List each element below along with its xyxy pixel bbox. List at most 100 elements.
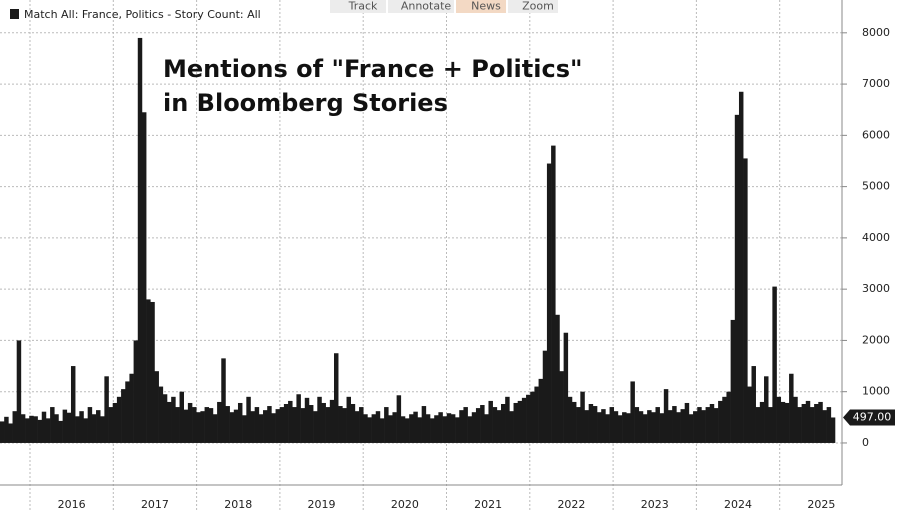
toolbar-label: News xyxy=(471,0,501,13)
bar xyxy=(530,391,535,443)
toolbar-button[interactable] xyxy=(330,0,386,13)
bar xyxy=(141,112,147,443)
bar xyxy=(438,412,443,443)
bar xyxy=(496,410,502,443)
bar xyxy=(250,411,255,443)
bar xyxy=(693,411,698,443)
bar xyxy=(208,408,214,443)
bar xyxy=(400,416,406,443)
bar xyxy=(580,391,585,443)
x-tick-label: 2022 xyxy=(557,498,585,511)
bar xyxy=(793,396,798,443)
bar xyxy=(772,286,777,443)
bar xyxy=(70,366,76,443)
bar xyxy=(404,418,410,443)
bar xyxy=(75,416,80,443)
bar xyxy=(471,412,477,443)
legend-swatch xyxy=(10,9,19,19)
bar xyxy=(388,415,393,443)
bar xyxy=(597,412,602,443)
bar xyxy=(826,407,832,443)
bar xyxy=(29,415,34,443)
bar xyxy=(651,412,656,443)
x-tick-label: 2018 xyxy=(224,498,252,511)
legend-label: Match All: France, Politics - Story Coun… xyxy=(24,8,261,21)
bar xyxy=(200,411,205,443)
bar xyxy=(154,371,159,443)
bar xyxy=(229,412,235,443)
bar xyxy=(346,396,351,443)
bar xyxy=(421,406,427,443)
bar xyxy=(563,332,569,443)
y-tick-label: 5000 xyxy=(862,180,890,193)
last-value-label: 497.00 xyxy=(853,410,892,423)
bar xyxy=(354,411,360,443)
bar xyxy=(513,402,518,443)
bar xyxy=(755,407,761,443)
bar xyxy=(271,413,276,443)
bar xyxy=(196,412,201,443)
bar xyxy=(392,412,397,443)
bar xyxy=(818,401,823,443)
bar xyxy=(747,386,752,443)
bar xyxy=(567,396,573,443)
last-value-marker xyxy=(843,409,895,426)
bar xyxy=(480,405,485,443)
bar xyxy=(655,407,660,443)
bar xyxy=(743,158,748,443)
bar xyxy=(375,411,381,443)
bar xyxy=(571,401,577,443)
bar xyxy=(41,411,47,443)
chart-title: Mentions of "France + Politics" xyxy=(163,55,583,83)
bar xyxy=(738,91,744,443)
bar xyxy=(321,402,326,443)
bar xyxy=(283,403,289,443)
bar xyxy=(801,403,807,443)
bar xyxy=(701,410,706,443)
bar xyxy=(313,411,318,443)
bar xyxy=(4,416,9,443)
bar xyxy=(797,407,802,443)
bar xyxy=(121,389,126,443)
bar xyxy=(709,403,715,443)
bar xyxy=(830,417,836,443)
bar xyxy=(501,403,506,443)
bar xyxy=(66,412,72,443)
bar xyxy=(634,407,640,443)
bar xyxy=(258,414,264,443)
bar xyxy=(713,408,719,443)
bar xyxy=(446,413,452,443)
toolbar-button[interactable] xyxy=(388,0,454,13)
bar xyxy=(425,414,431,443)
bar xyxy=(484,414,489,443)
bar xyxy=(288,400,293,443)
bar xyxy=(304,397,310,443)
toolbar-button[interactable] xyxy=(456,0,506,13)
bar xyxy=(450,414,456,443)
bar xyxy=(559,371,564,443)
bar xyxy=(776,396,782,443)
bar xyxy=(379,418,385,443)
bar xyxy=(292,407,297,443)
toolbar-button[interactable] xyxy=(508,0,558,13)
bar xyxy=(609,407,615,443)
bar xyxy=(300,408,306,443)
bar xyxy=(751,366,756,443)
bar xyxy=(576,407,581,443)
bar xyxy=(617,415,623,443)
bar xyxy=(108,407,114,443)
bar xyxy=(104,376,109,443)
bar xyxy=(805,400,811,443)
bar xyxy=(768,407,773,443)
bar xyxy=(409,414,414,443)
bar xyxy=(116,396,122,443)
bar xyxy=(551,145,556,443)
bar xyxy=(538,378,544,443)
bar xyxy=(463,407,468,443)
bar xyxy=(187,402,193,443)
bar xyxy=(526,394,531,443)
bar xyxy=(91,414,97,443)
bar xyxy=(329,399,335,443)
bar xyxy=(509,411,514,443)
bar xyxy=(45,418,51,443)
